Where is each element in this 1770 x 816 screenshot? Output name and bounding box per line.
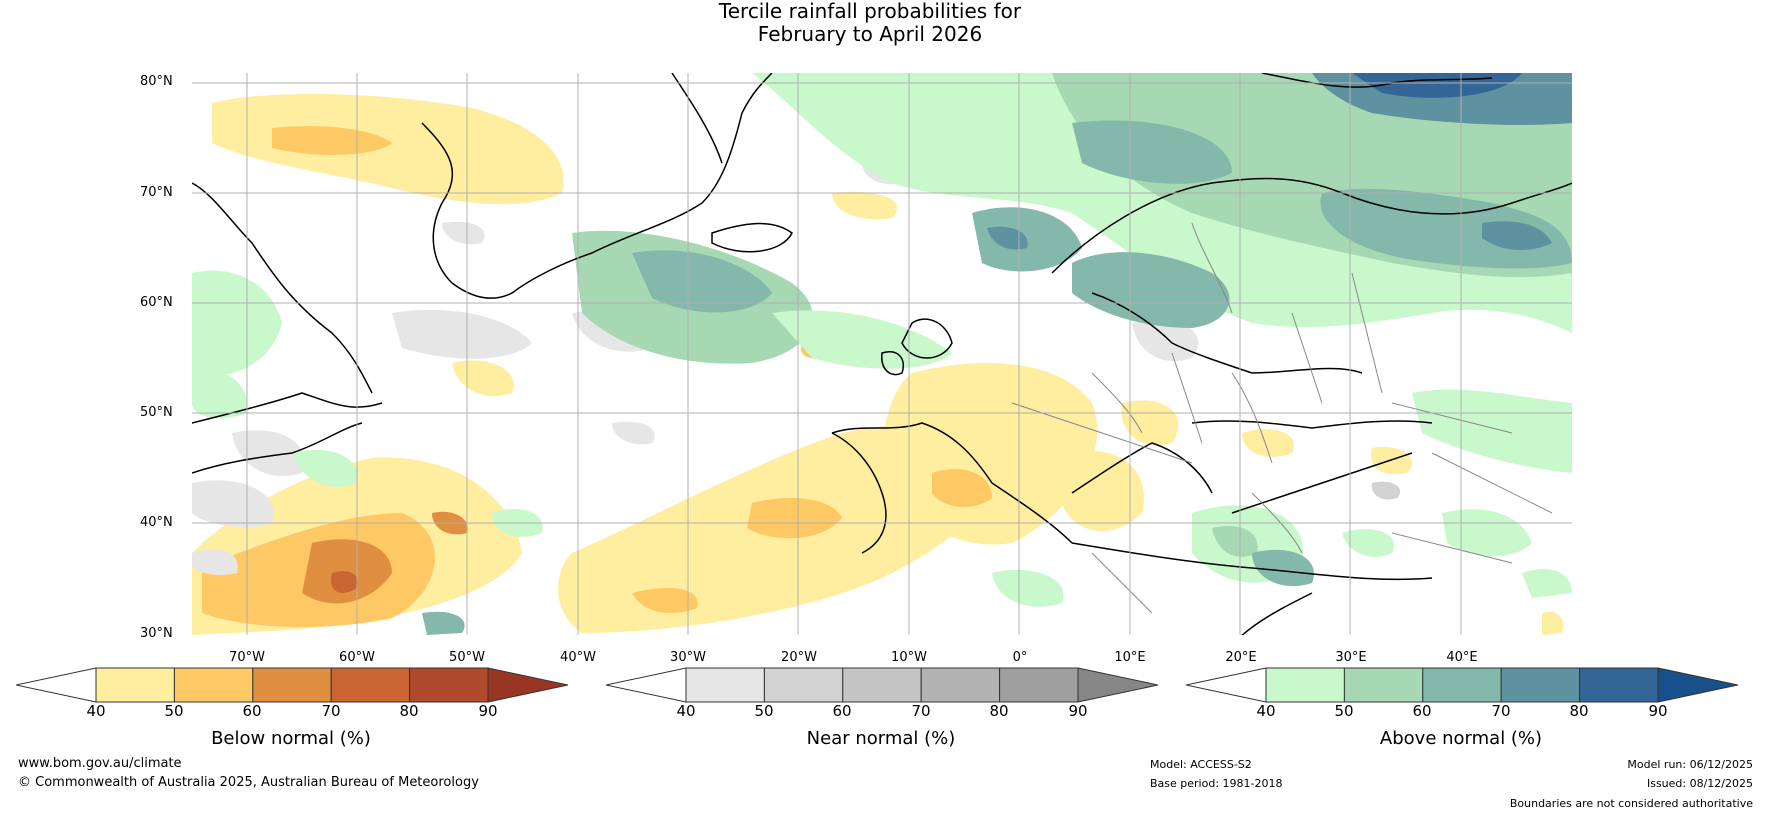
cb-tick: 90 [1648, 702, 1668, 720]
map-canvas [192, 73, 1572, 635]
lon-label-30e: 30°E [1335, 650, 1367, 665]
lat-label-60n: 60°N [140, 295, 173, 310]
lon-label-50w: 50°W [449, 650, 485, 665]
colorbar-segment [409, 667, 489, 703]
rainfall-probability-map [192, 73, 1572, 635]
cb-tick: 40 [676, 702, 696, 720]
lon-label-20w: 20°W [781, 650, 817, 665]
colorbar-segment [1343, 667, 1424, 703]
colorbar-segment [842, 667, 922, 703]
lat-label-40n: 40°N [140, 515, 173, 530]
model-run-text: Model run: 06/12/2025 [1627, 758, 1753, 771]
colorbar-segment [920, 667, 1001, 703]
colorbar-segment [1265, 667, 1345, 703]
lat-label-70n: 70°N [140, 185, 173, 200]
cb-tick: 40 [1256, 702, 1276, 720]
colorbar-below-normal [16, 667, 568, 703]
disclaimer-text: Boundaries are not considered authoritat… [1509, 797, 1753, 810]
colorbar-segment [1422, 667, 1502, 703]
colorbar-segment [330, 667, 411, 703]
cb-tick: 90 [478, 702, 498, 720]
colorbar-segment [252, 667, 332, 703]
map-gridlines [192, 73, 1572, 635]
colorbar-segment [1500, 667, 1581, 703]
cb-tick: 70 [321, 702, 341, 720]
cb-tick: 60 [242, 702, 262, 720]
base-period-text: Base period: 1981-2018 [1150, 777, 1283, 790]
cb-tick: 80 [399, 702, 419, 720]
colorbar-above-normal [1186, 667, 1738, 703]
lon-label-40w: 40°W [560, 650, 596, 665]
cb-tick: 80 [1569, 702, 1589, 720]
map-title-line-2: February to April 2026 [757, 22, 983, 46]
country-borders [1011, 222, 1553, 614]
cb-tick: 70 [911, 702, 931, 720]
colorbar-segment [763, 667, 844, 703]
lon-label-60w: 60°W [339, 650, 375, 665]
colorbar-segment [173, 667, 254, 703]
cb-tick: 60 [832, 702, 852, 720]
colorbar-below-label: Below normal (%) [211, 728, 371, 749]
cb-tick: 60 [1412, 702, 1432, 720]
cb-tick: 70 [1491, 702, 1511, 720]
colorbar-extend-high [487, 667, 568, 703]
cb-tick: 40 [86, 702, 106, 720]
lon-label-70w: 70°W [229, 650, 265, 665]
colorbar-extend-low [16, 667, 97, 703]
colorbar-segment [999, 667, 1079, 703]
cb-tick: 50 [164, 702, 184, 720]
cb-tick: 50 [754, 702, 774, 720]
issued-text: Issued: 08/12/2025 [1646, 777, 1753, 790]
colorbar-segment [685, 667, 765, 703]
colorbar-segment [1579, 667, 1659, 703]
model-text: Model: ACCESS-S2 [1150, 758, 1252, 771]
lon-label-40e: 40°E [1446, 650, 1478, 665]
cb-tick: 90 [1068, 702, 1088, 720]
lon-label-10w: 10°W [891, 650, 927, 665]
colorbar-above-label: Above normal (%) [1379, 728, 1543, 749]
above-normal-regions [192, 73, 1572, 635]
cb-tick: 80 [989, 702, 1009, 720]
copyright-text: © Commonwealth of Australia 2025, Austra… [18, 775, 479, 790]
map-title-line-1: Tercile rainfall probabilities for [718, 0, 1022, 23]
lat-label-80n: 80°N [140, 74, 173, 89]
lon-label-10e: 10°E [1114, 650, 1146, 665]
cb-tick: 50 [1334, 702, 1354, 720]
colorbar-extend-high [1657, 667, 1738, 703]
colorbar-segment [95, 667, 175, 703]
colorbar-extend-high [1077, 667, 1158, 703]
lat-label-50n: 50°N [140, 405, 173, 420]
website-link[interactable]: www.bom.gov.au/climate [18, 756, 182, 771]
colorbar-near-normal [606, 667, 1158, 703]
lat-label-30n: 30°N [140, 626, 173, 641]
lon-label-20e: 20°E [1225, 650, 1257, 665]
lon-label-30w: 30°W [670, 650, 706, 665]
colorbar-extend-low [606, 667, 687, 703]
lon-label-0: 0° [1012, 650, 1028, 665]
colorbar-near-label: Near normal (%) [806, 728, 956, 749]
colorbar-extend-low [1186, 667, 1267, 703]
